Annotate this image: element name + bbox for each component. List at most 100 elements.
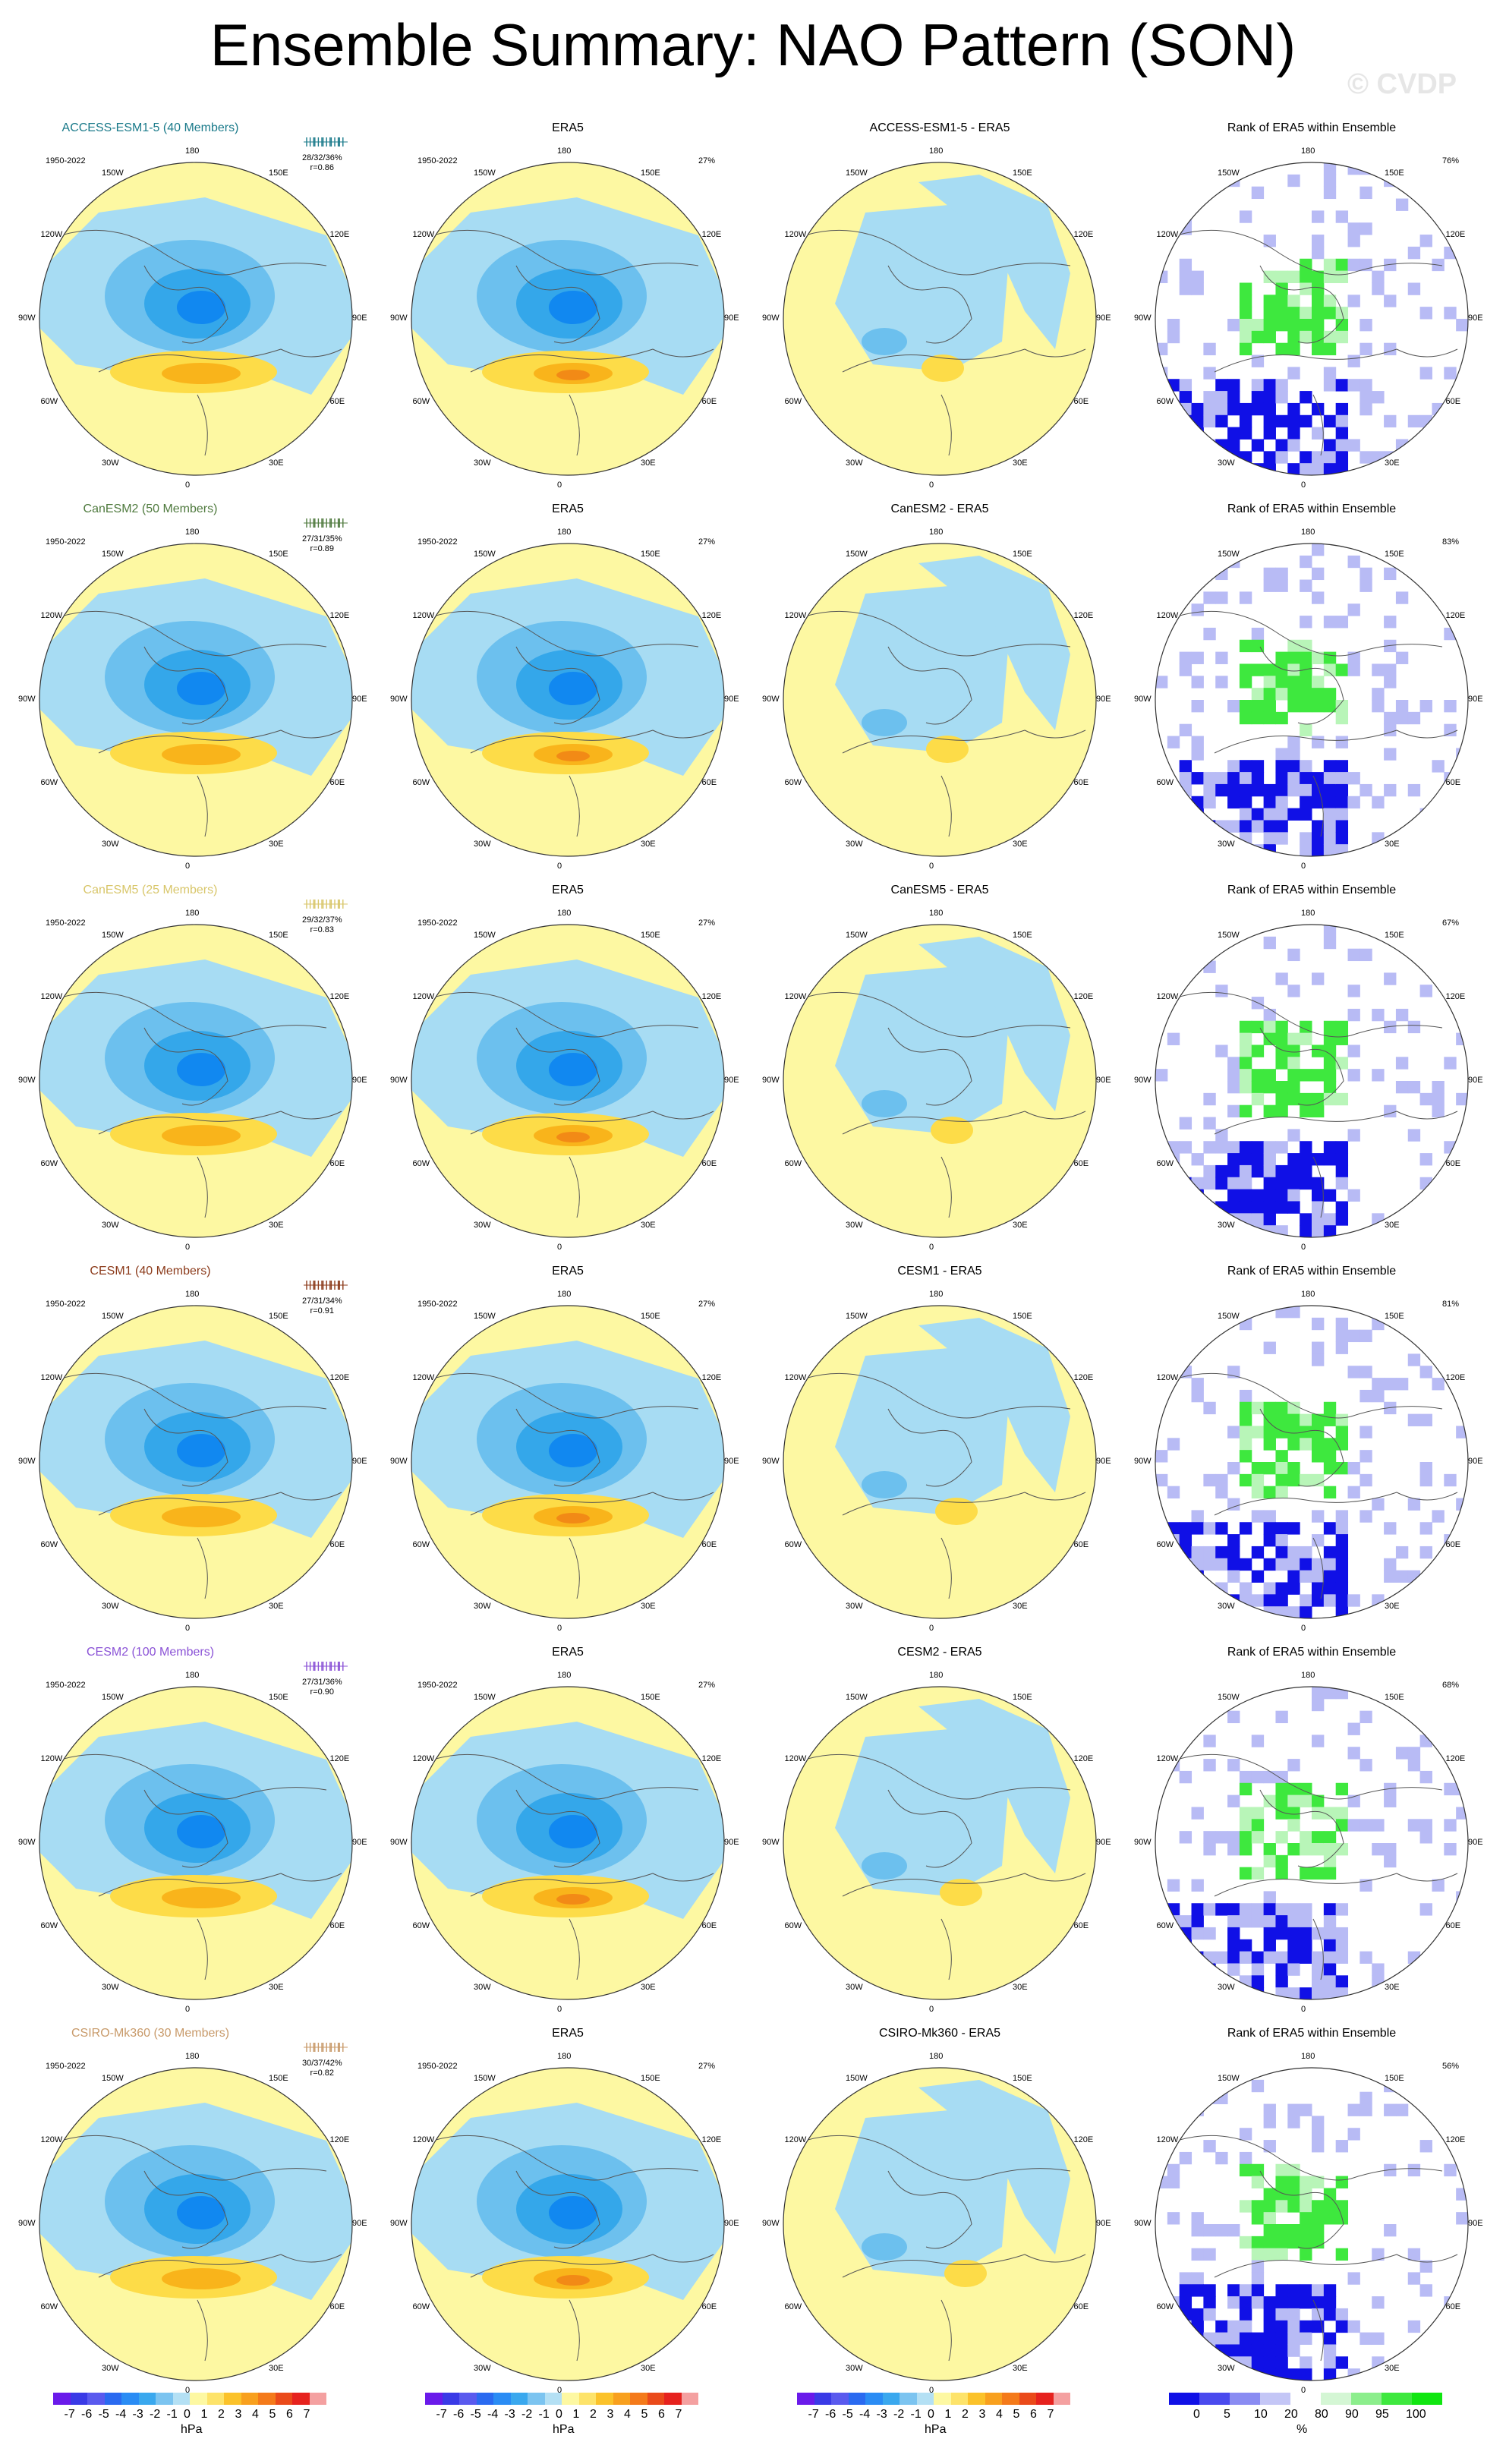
lon-label: 180 (185, 528, 200, 537)
colorbar-tick: -3 (876, 2408, 887, 2421)
colorbar-tick: -5 (470, 2408, 481, 2421)
colorbar-tick: -6 (453, 2408, 465, 2421)
lon-label: 120W (40, 1373, 63, 1382)
polar-map (1155, 2067, 1469, 2381)
obs-title: ERA5 (552, 2027, 584, 2040)
lon-label: 30W (1218, 1220, 1235, 1230)
map-border (1155, 924, 1469, 1238)
polar-map (39, 162, 353, 476)
period-label: 1950-2022 (417, 156, 458, 165)
colorbar-tick: -1 (538, 2408, 550, 2421)
diff-title: CSIRO-Mk360 - ERA5 (878, 2027, 1001, 2040)
colorbar-tick: 2 (590, 2408, 597, 2421)
polar-map (1155, 543, 1469, 857)
lon-label: 30E (1385, 2363, 1400, 2373)
lon-label: 150E (269, 2074, 288, 2084)
colorbar-tick: 6 (658, 2408, 665, 2421)
lon-label: 150W (102, 931, 124, 941)
lon-label: 180 (557, 1671, 572, 1680)
lon-label: 60E (701, 1159, 717, 1168)
lon-label: 150W (1218, 1693, 1240, 1703)
map-fill (1155, 544, 1468, 856)
lon-label: 90W (390, 1076, 408, 1085)
obs-title: ERA5 (552, 1646, 584, 1659)
lon-label: 0 (185, 481, 191, 490)
lon-label: 150W (474, 1312, 496, 1322)
lon-label: 60W (784, 397, 802, 406)
lon-label: 0 (1301, 1243, 1306, 1252)
rank-title: Rank of ERA5 within Ensemble (1227, 884, 1397, 896)
lon-label: 150E (1013, 169, 1032, 178)
lon-label: 60W (40, 1540, 58, 1549)
cvdp-watermark: © CVDP (1347, 68, 1457, 100)
coastline (60, 610, 342, 837)
lon-label: 90W (762, 2219, 780, 2228)
colorbar-swatch (630, 2393, 647, 2405)
lon-label: 30E (1385, 1982, 1400, 1992)
lon-label: 120W (784, 611, 807, 620)
lon-label: 120W (1156, 1373, 1179, 1382)
lon-label: 30E (641, 839, 656, 849)
lon-label: 120E (1073, 2135, 1094, 2144)
member-stats: 27/31/36% r=0.90 (302, 1678, 342, 1697)
period-label: 1950-2022 (417, 918, 458, 928)
lon-label: 90E (352, 314, 367, 323)
lon-label: 120E (1073, 1373, 1094, 1382)
colorbar-swatch (1230, 2393, 1260, 2405)
lon-label: 30W (474, 1982, 491, 1992)
lon-label: 60W (40, 397, 58, 406)
stats-range: 28/32/36% (302, 153, 342, 162)
period-label: 1950-2022 (417, 1681, 458, 1690)
map-border (411, 1686, 725, 2000)
lon-label: 180 (185, 909, 200, 918)
lon-label: 120E (1445, 1373, 1466, 1382)
lon-label: 120E (329, 1754, 350, 1763)
map-fill (411, 2068, 724, 2381)
polar-map (39, 924, 353, 1238)
lon-label: 90W (762, 1838, 780, 1847)
colorbar-swatch (613, 2393, 630, 2405)
lon-label: 180 (1301, 909, 1315, 918)
lon-label: 30W (1218, 1601, 1235, 1611)
model-title: CanESM5 (25 Members) (83, 884, 218, 896)
lon-label: 120W (784, 1754, 807, 1763)
colorbar-tick: 3 (606, 2408, 614, 2421)
lon-label: 60W (1156, 2302, 1174, 2311)
member-spread-bar (304, 518, 348, 528)
lon-label: 90W (18, 1838, 36, 1847)
lon-label: 0 (557, 2386, 562, 2395)
colorbar-swatch (797, 2393, 814, 2405)
lon-label: 180 (929, 909, 944, 918)
lon-label: 90W (762, 695, 780, 704)
map-fill (1155, 2068, 1468, 2381)
lon-label: 60E (1445, 778, 1461, 787)
lon-label: 30E (1013, 458, 1028, 468)
lon-label: 90W (1134, 695, 1152, 704)
map-fill (411, 162, 724, 475)
colorbar-swatch (459, 2393, 477, 2405)
colorbar-swatch (121, 2393, 139, 2405)
colorbar-swatch (562, 2393, 579, 2405)
lon-label: 0 (185, 2005, 191, 2014)
colorbar-swatches (1169, 2393, 1442, 2405)
map-border (1155, 543, 1469, 857)
coastline (804, 229, 1086, 456)
lon-label: 30E (269, 1982, 284, 1992)
colorbar-tick: -1 (910, 2408, 922, 2421)
colorbar-tick: 5 (1013, 2408, 1020, 2421)
diff-title: CanESM2 - ERA5 (890, 503, 989, 515)
lon-label: 180 (185, 1290, 200, 1299)
colorbar-tick: 7 (303, 2408, 310, 2421)
lon-label: 90W (1134, 1457, 1152, 1466)
polar-map (783, 162, 1097, 476)
lon-label: 60E (1445, 397, 1461, 406)
lon-label: 60W (784, 778, 802, 787)
colorbar-tick: 80 (1315, 2408, 1328, 2421)
lon-label: 90E (1096, 1457, 1111, 1466)
period-label: 1950-2022 (46, 156, 86, 165)
lon-label: 150W (474, 1693, 496, 1703)
panel-rank-row2: Rank of ERA5 within Ensemble 180 150E 120E 9… (1123, 503, 1500, 882)
lon-label: 150W (474, 2074, 496, 2084)
lon-label: 120W (412, 2135, 435, 2144)
obs-title: ERA5 (552, 503, 584, 515)
